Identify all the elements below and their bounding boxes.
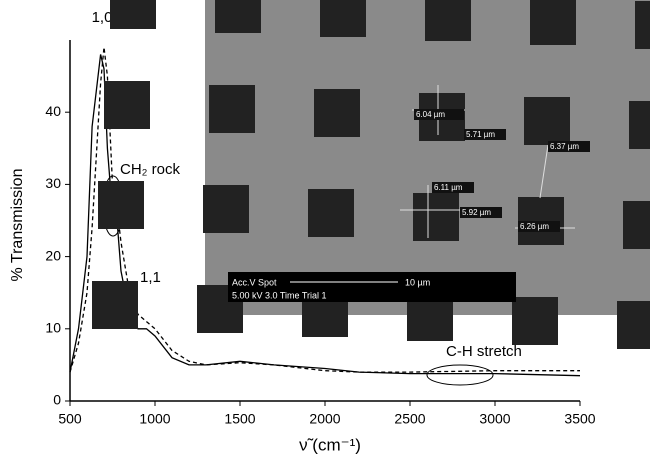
x-axis-label: ν̃ (cm⁻¹) [299, 435, 361, 454]
pore [617, 301, 650, 349]
y-axis-label: % Transmission [9, 169, 26, 282]
measurement: 6.26 µm [520, 222, 549, 231]
y-tick-label: 0 [53, 392, 61, 408]
y-tick-label: 30 [45, 175, 61, 191]
y-tick-label: 10 [45, 320, 61, 336]
measurement: 6.37 µm [550, 142, 579, 151]
pore [104, 81, 150, 129]
x-tick-label: 3000 [479, 411, 510, 427]
x-tick-label: 1000 [139, 411, 170, 427]
databar-text: 10 µm [405, 277, 430, 287]
pore [92, 281, 138, 329]
annotation: 1,1 [140, 269, 161, 286]
pore [425, 0, 471, 41]
sem-background [205, 0, 650, 315]
pore [629, 101, 650, 149]
y-tick-label: 20 [45, 247, 61, 263]
pore [524, 97, 570, 145]
x-tick-label: 500 [58, 411, 82, 427]
pore [314, 89, 360, 137]
annotation: CH₂ rock [120, 161, 180, 178]
pore [110, 0, 156, 29]
pore [512, 297, 558, 345]
x-tick-label: 1500 [224, 411, 255, 427]
pore [530, 0, 576, 45]
x-tick-label: 3500 [564, 411, 595, 427]
pore [98, 181, 144, 229]
measurement: 6.04 µm [416, 110, 445, 119]
x-tick-label: 2000 [309, 411, 340, 427]
databar-text: Acc.V Spot [232, 277, 277, 287]
measurement: 5.92 µm [462, 208, 491, 217]
annotation: C-H stretch [446, 343, 522, 360]
pore [203, 185, 249, 233]
databar-text: 5.00 kV 3.0 Time Trial 1 [232, 290, 327, 300]
annotation: 1,0 [92, 9, 113, 26]
pore [209, 85, 255, 133]
pore [623, 201, 650, 249]
highlight-ellipse [427, 365, 493, 385]
measurement: 6.11 µm [434, 183, 463, 192]
pore [215, 0, 261, 33]
x-tick-label: 2500 [394, 411, 425, 427]
figure: % Transmission ν̃ (cm⁻¹) 1,0 CH₂ rock 1,… [0, 0, 650, 459]
measurement: 5.71 µm [466, 130, 495, 139]
pore [635, 1, 650, 49]
pore [320, 0, 366, 37]
pore [413, 193, 459, 241]
y-tick-label: 40 [45, 103, 61, 119]
pore [308, 189, 354, 237]
